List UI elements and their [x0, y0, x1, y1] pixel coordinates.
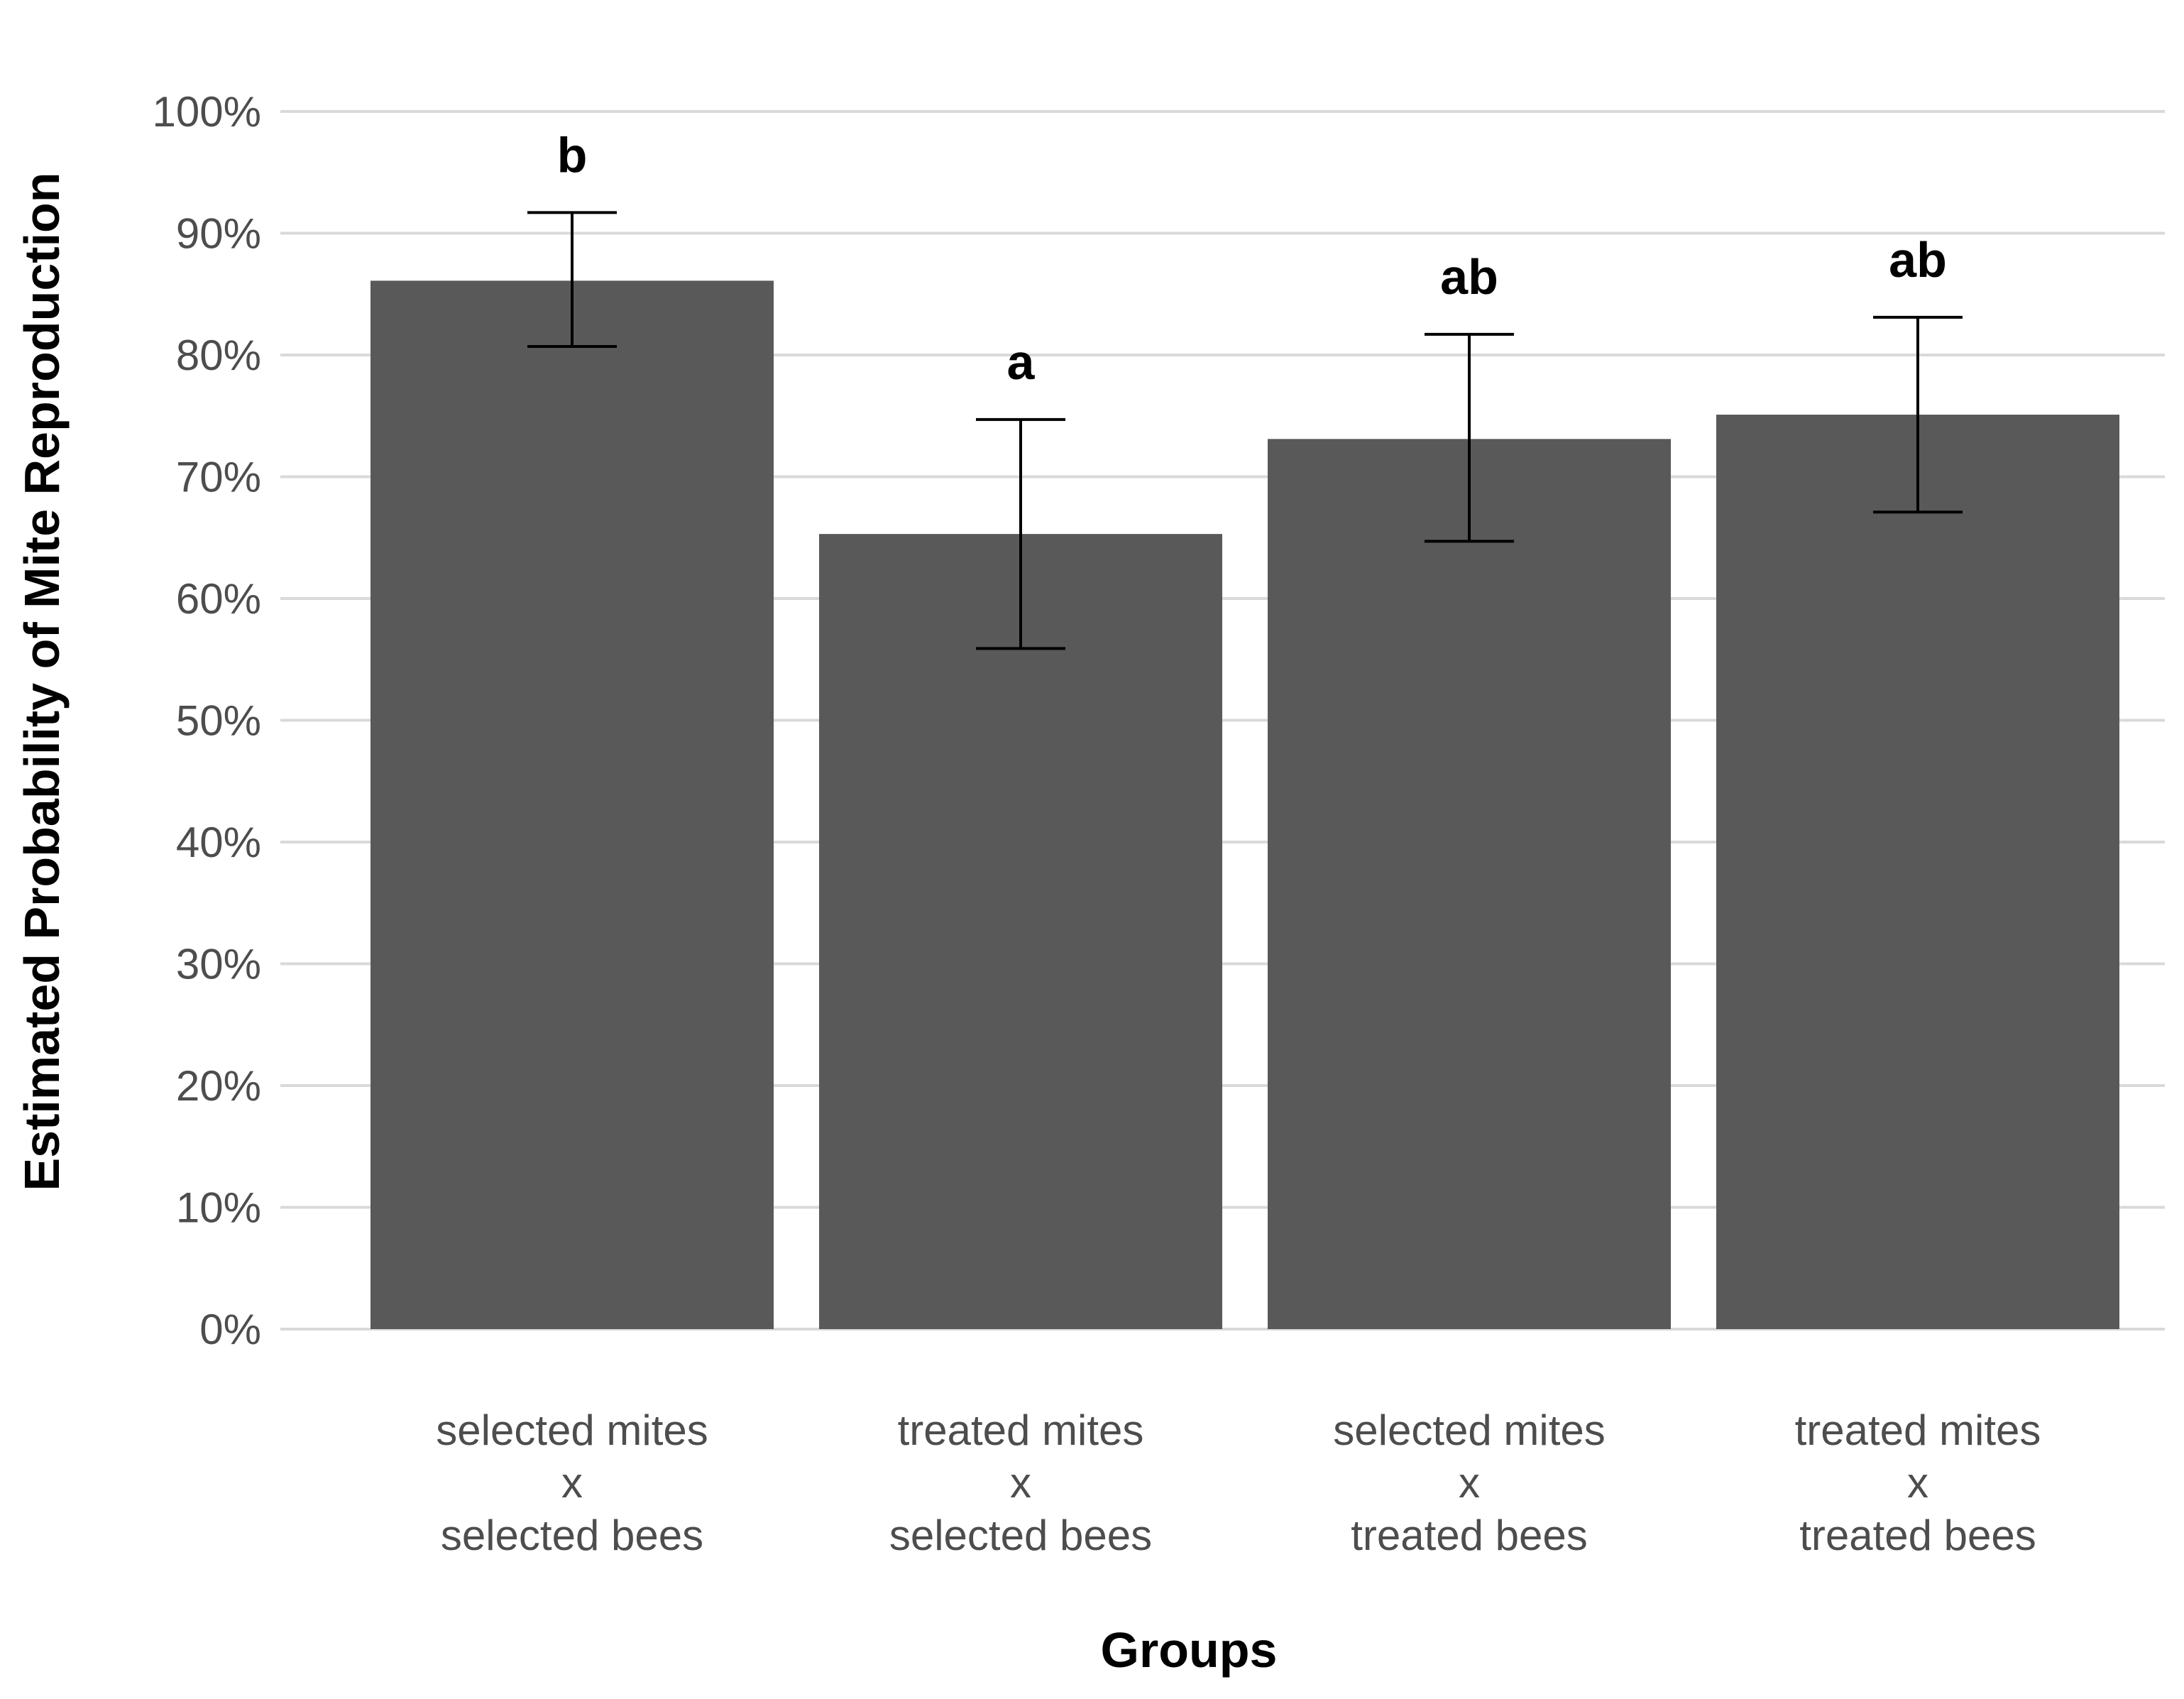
x-category-labels: selected mites x selected bees treated mite…: [436, 1406, 2041, 1559]
y-tick-labels: 0% 10% 20% 30% 40% 50% 60% 70% 80% 90% 100%: [153, 88, 261, 1353]
x-category-label: selected mites: [436, 1406, 708, 1454]
y-axis-title: Estimated Probability of Mite Reproducti…: [14, 172, 70, 1191]
significance-letter: ab: [1440, 249, 1498, 305]
x-category-label: treated bees: [1351, 1512, 1588, 1559]
y-tick-label: 10%: [176, 1184, 261, 1232]
bar: [819, 534, 1222, 1329]
x-axis-title: Groups: [1101, 1622, 1278, 1678]
y-tick-label: 70%: [176, 454, 261, 501]
significance-letter: a: [1007, 334, 1036, 390]
y-tick-label: 100%: [153, 88, 261, 136]
x-category-label: treated mites: [898, 1406, 1144, 1454]
x-category-label: selected bees: [441, 1512, 703, 1559]
x-category-label: x: [1010, 1459, 1031, 1507]
x-category-label: selected mites: [1333, 1406, 1606, 1454]
y-tick-label: 20%: [176, 1062, 261, 1110]
significance-letter: b: [557, 127, 588, 182]
bars: [371, 280, 2119, 1330]
y-tick-label: 90%: [176, 210, 261, 258]
y-tick-label: 60%: [176, 575, 261, 623]
bar: [1268, 439, 1671, 1330]
x-category-label: treated mites: [1795, 1406, 2041, 1454]
x-category-label: x: [561, 1459, 583, 1507]
significance-letter: ab: [1889, 232, 1947, 288]
x-category-label: treated bees: [1799, 1512, 2036, 1559]
x-category-label: x: [1907, 1459, 1928, 1507]
bar: [1716, 415, 2119, 1330]
y-tick-label: 40%: [176, 819, 261, 866]
y-tick-label: 50%: [176, 697, 261, 745]
y-tick-label: 80%: [176, 332, 261, 379]
y-tick-label: 0%: [199, 1306, 261, 1353]
y-tick-label: 30%: [176, 941, 261, 988]
bar: [371, 280, 774, 1329]
x-category-label: selected bees: [889, 1512, 1152, 1559]
x-category-label: x: [1459, 1459, 1480, 1507]
significance-letters: b a ab ab: [557, 127, 1947, 390]
error-bars: [527, 211, 1963, 650]
